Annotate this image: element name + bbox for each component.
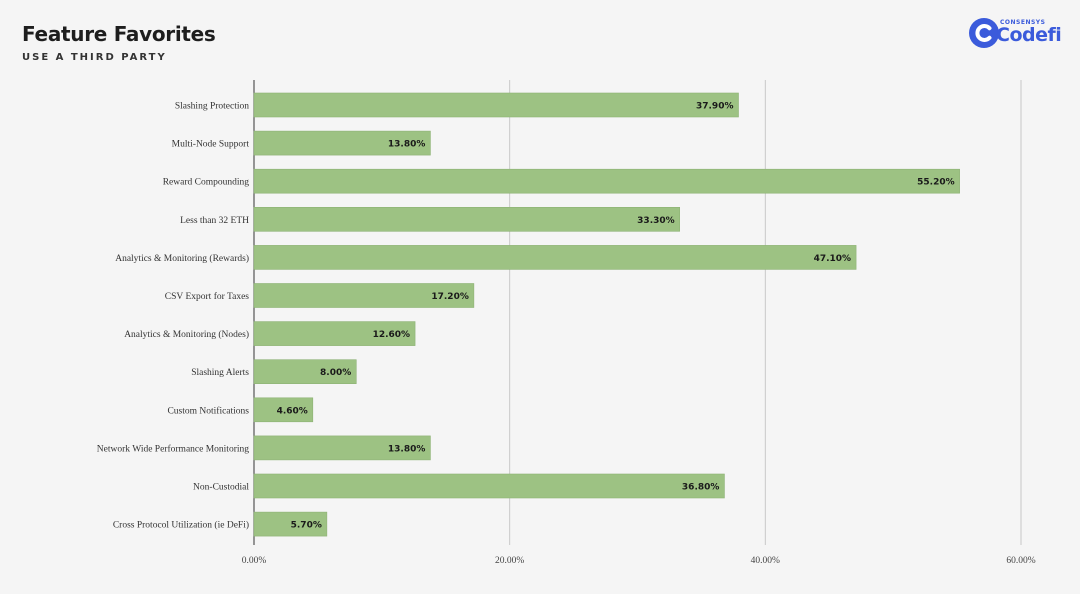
data-label: 55.20% [917, 178, 955, 188]
data-label: 8.00% [320, 368, 351, 378]
bar [253, 473, 725, 499]
category-label: Custom Notifications [167, 405, 249, 416]
category-label: Less than 32 ETH [180, 216, 249, 226]
page-subtitle: USE A THIRD PARTY [22, 52, 167, 63]
bar [253, 397, 314, 423]
data-label: 13.80% [388, 140, 426, 150]
bar [253, 435, 431, 461]
bar [253, 283, 475, 308]
data-label: 4.60% [277, 406, 308, 416]
x-tick-label: 60.00% [1006, 556, 1035, 566]
codefi-c-icon [969, 18, 999, 48]
data-label: 37.90% [696, 102, 734, 112]
bar [253, 321, 416, 346]
data-label: 12.60% [373, 330, 411, 340]
x-tick-label: 40.00% [751, 556, 780, 566]
category-label: Analytics & Monitoring (Nodes) [124, 329, 249, 340]
bar [253, 92, 739, 118]
x-tick-label: 20.00% [495, 556, 524, 566]
logo-main-text: Codefi [996, 24, 1062, 46]
bar [253, 359, 357, 385]
bar [253, 207, 680, 232]
category-label: Non-Custodial [193, 483, 249, 493]
data-label: 13.80% [388, 444, 426, 454]
data-label: 5.70% [291, 521, 322, 531]
bar [253, 245, 857, 270]
label-layer: 0.00% 20.00% 40.00% 60.00% Slashing Protecti… [97, 102, 1036, 567]
logo-small-text: CONSENSYS [1000, 19, 1046, 26]
category-label: Reward Compounding [163, 178, 250, 188]
data-label: 47.10% [814, 254, 852, 264]
bar [253, 511, 328, 537]
bar [253, 130, 431, 156]
category-label: Cross Protocol Utilization (ie DeFi) [113, 520, 249, 531]
data-label: 33.30% [637, 216, 675, 226]
bar [253, 168, 960, 194]
category-label: Slashing Alerts [191, 368, 249, 378]
data-label: 36.80% [682, 483, 720, 493]
category-label: Analytics & Monitoring (Rewards) [115, 253, 249, 264]
x-tick-label: 0.00% [242, 556, 267, 566]
data-label: 17.20% [431, 292, 469, 302]
category-label: Multi-Node Support [172, 140, 250, 150]
grid-layer [253, 80, 1022, 545]
bar-layer [253, 92, 960, 537]
page-title: Feature Favorites [22, 22, 216, 46]
category-label: CSV Export for Taxes [165, 291, 250, 302]
category-label: Network Wide Performance Monitoring [97, 443, 249, 454]
codefi-logo: CONSENSYS Codefi [968, 17, 1062, 49]
category-label: Slashing Protection [175, 102, 249, 112]
